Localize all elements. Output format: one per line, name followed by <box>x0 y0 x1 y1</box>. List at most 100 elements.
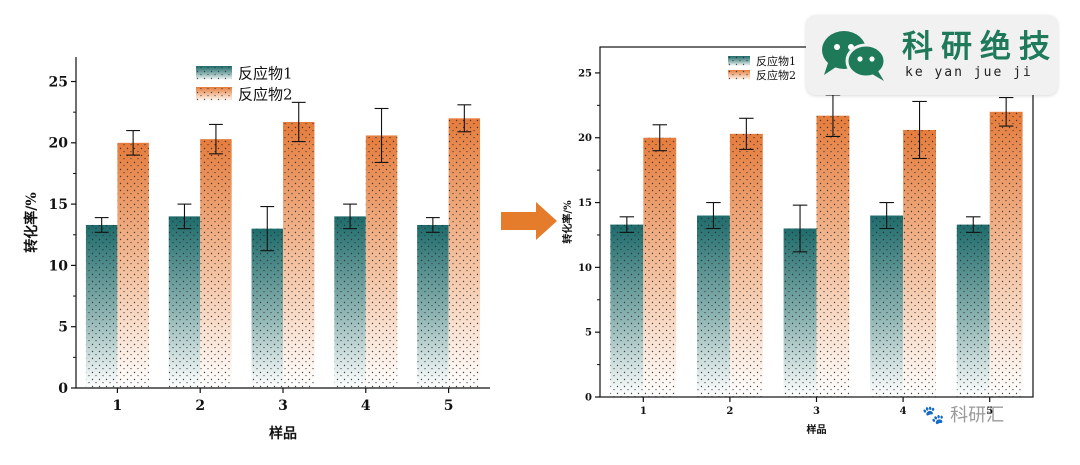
bar-dots <box>956 224 990 397</box>
logo-subtitle: ke yan jue ji <box>905 65 1033 80</box>
watermark-text: 科研汇 <box>950 405 1005 426</box>
watermark-icon: 🐾 <box>922 405 945 426</box>
bar-dots <box>334 216 366 388</box>
x-axis-label: 样品 <box>269 425 297 442</box>
error-bar-1-4 <box>343 203 357 230</box>
bar-1-4 <box>334 216 366 388</box>
legend-label: 反应物1 <box>238 65 293 83</box>
logo-card: 科研绝技 ke yan jue ji <box>806 15 1058 95</box>
error-bar-1-2 <box>706 202 721 230</box>
bar-2-2 <box>729 133 763 397</box>
x-axis-label: 样品 <box>807 423 827 436</box>
bar-1-5 <box>956 224 990 397</box>
y-tick-label: 0 <box>58 381 68 397</box>
legend: 反应物1 反应物2 <box>196 65 293 104</box>
bar-dots <box>417 224 449 388</box>
bar-dots <box>816 115 850 397</box>
bar-dots <box>870 215 904 397</box>
wechat-icon <box>822 31 887 81</box>
bar-dots <box>729 133 763 397</box>
x-tick-label: 3 <box>278 398 288 414</box>
error-bar-2-2 <box>209 123 223 155</box>
transform-arrow <box>501 202 557 240</box>
bar-1-1 <box>610 224 644 397</box>
y-tick-label: 15 <box>49 197 68 213</box>
bar-dots <box>643 137 677 398</box>
legend-item-2: 反应物2 <box>728 68 796 82</box>
y-tick-label: 10 <box>578 263 592 274</box>
legend-item-2: 反应物2 <box>196 86 293 104</box>
bar-dots <box>85 224 118 388</box>
logo-title: 科研绝技 <box>902 29 1058 65</box>
legend-label: 反应物2 <box>238 86 293 104</box>
x-tick-label: 5 <box>444 398 454 414</box>
error-bar-1-3 <box>260 206 275 252</box>
error-bar-1-3 <box>792 204 808 253</box>
error-bar-1-1 <box>94 217 109 233</box>
legend-item-1: 反应物1 <box>196 65 293 83</box>
y-tick-label: 10 <box>49 258 69 274</box>
x-tick-label: 4 <box>900 406 907 417</box>
bar-2-5 <box>448 118 481 388</box>
error-bar-2-4 <box>374 107 389 163</box>
y-tick-label: 25 <box>578 68 592 79</box>
bar-1-3 <box>251 228 283 388</box>
bar-1-3 <box>783 228 817 397</box>
y-tick-label: 25 <box>49 74 68 90</box>
bar-2-3 <box>283 121 315 389</box>
bar-dots <box>200 139 232 388</box>
error-bar-2-2 <box>739 117 754 150</box>
bar-dots <box>251 228 283 388</box>
error-bar-1-4 <box>879 202 894 230</box>
bar-1-1 <box>85 224 118 388</box>
legend-swatch-dots <box>728 70 750 80</box>
legend-swatch-dots <box>196 87 232 101</box>
y-tick-label: 20 <box>49 136 69 152</box>
bar-1-2 <box>696 215 730 397</box>
error-bar-2-1 <box>126 130 141 156</box>
y-tick-label: 15 <box>578 198 592 209</box>
legend-label: 反应物1 <box>756 54 796 68</box>
bar-dots <box>117 142 149 388</box>
bar-dots <box>610 224 644 397</box>
bar-2-1 <box>643 137 677 398</box>
error-bar-2-3 <box>291 101 306 143</box>
bar-2-2 <box>200 139 232 388</box>
x-tick-label: 1 <box>640 406 647 417</box>
bar-1-4 <box>870 215 904 397</box>
bar-dots <box>903 129 937 398</box>
y-axis-label: 转化率/% <box>23 192 40 252</box>
legend-item-1: 反应物1 <box>728 54 796 68</box>
bar-2-5 <box>989 111 1023 397</box>
error-bar-1-1 <box>619 216 635 233</box>
bar-2-4 <box>365 135 398 388</box>
bar-dots <box>448 118 481 388</box>
bar-2-3 <box>816 115 850 397</box>
bar-1-5 <box>417 224 449 388</box>
y-axis-label: 转化率/% <box>561 200 574 244</box>
bar-dots <box>783 228 817 397</box>
left-chart: 0 5 10 15 20 25 1 2 3 4 5 样品 转化率/% 反应物1 反应物2 <box>23 57 490 442</box>
legend-label: 反应物2 <box>756 68 796 82</box>
error-bar-2-5 <box>457 104 472 133</box>
x-tick-label: 2 <box>195 398 205 414</box>
legend-swatch-dots <box>196 66 232 80</box>
x-tick-label: 1 <box>113 398 123 414</box>
error-bar-2-5 <box>998 97 1014 127</box>
arrow-right-icon <box>501 202 557 240</box>
error-bar-1-5 <box>425 217 440 233</box>
x-tick-label: 3 <box>813 406 820 417</box>
error-bar-2-1 <box>652 124 667 152</box>
bar-2-1 <box>117 142 149 388</box>
bar-dots <box>283 121 315 389</box>
bar-dots <box>365 135 398 388</box>
error-bar-1-2 <box>177 203 192 230</box>
x-tick-label: 2 <box>726 406 733 417</box>
bar-2-4 <box>903 129 937 398</box>
y-tick-label: 5 <box>585 328 592 339</box>
bar-dots <box>696 215 730 397</box>
y-tick-label: 20 <box>578 133 592 144</box>
bar-1-2 <box>168 216 201 388</box>
